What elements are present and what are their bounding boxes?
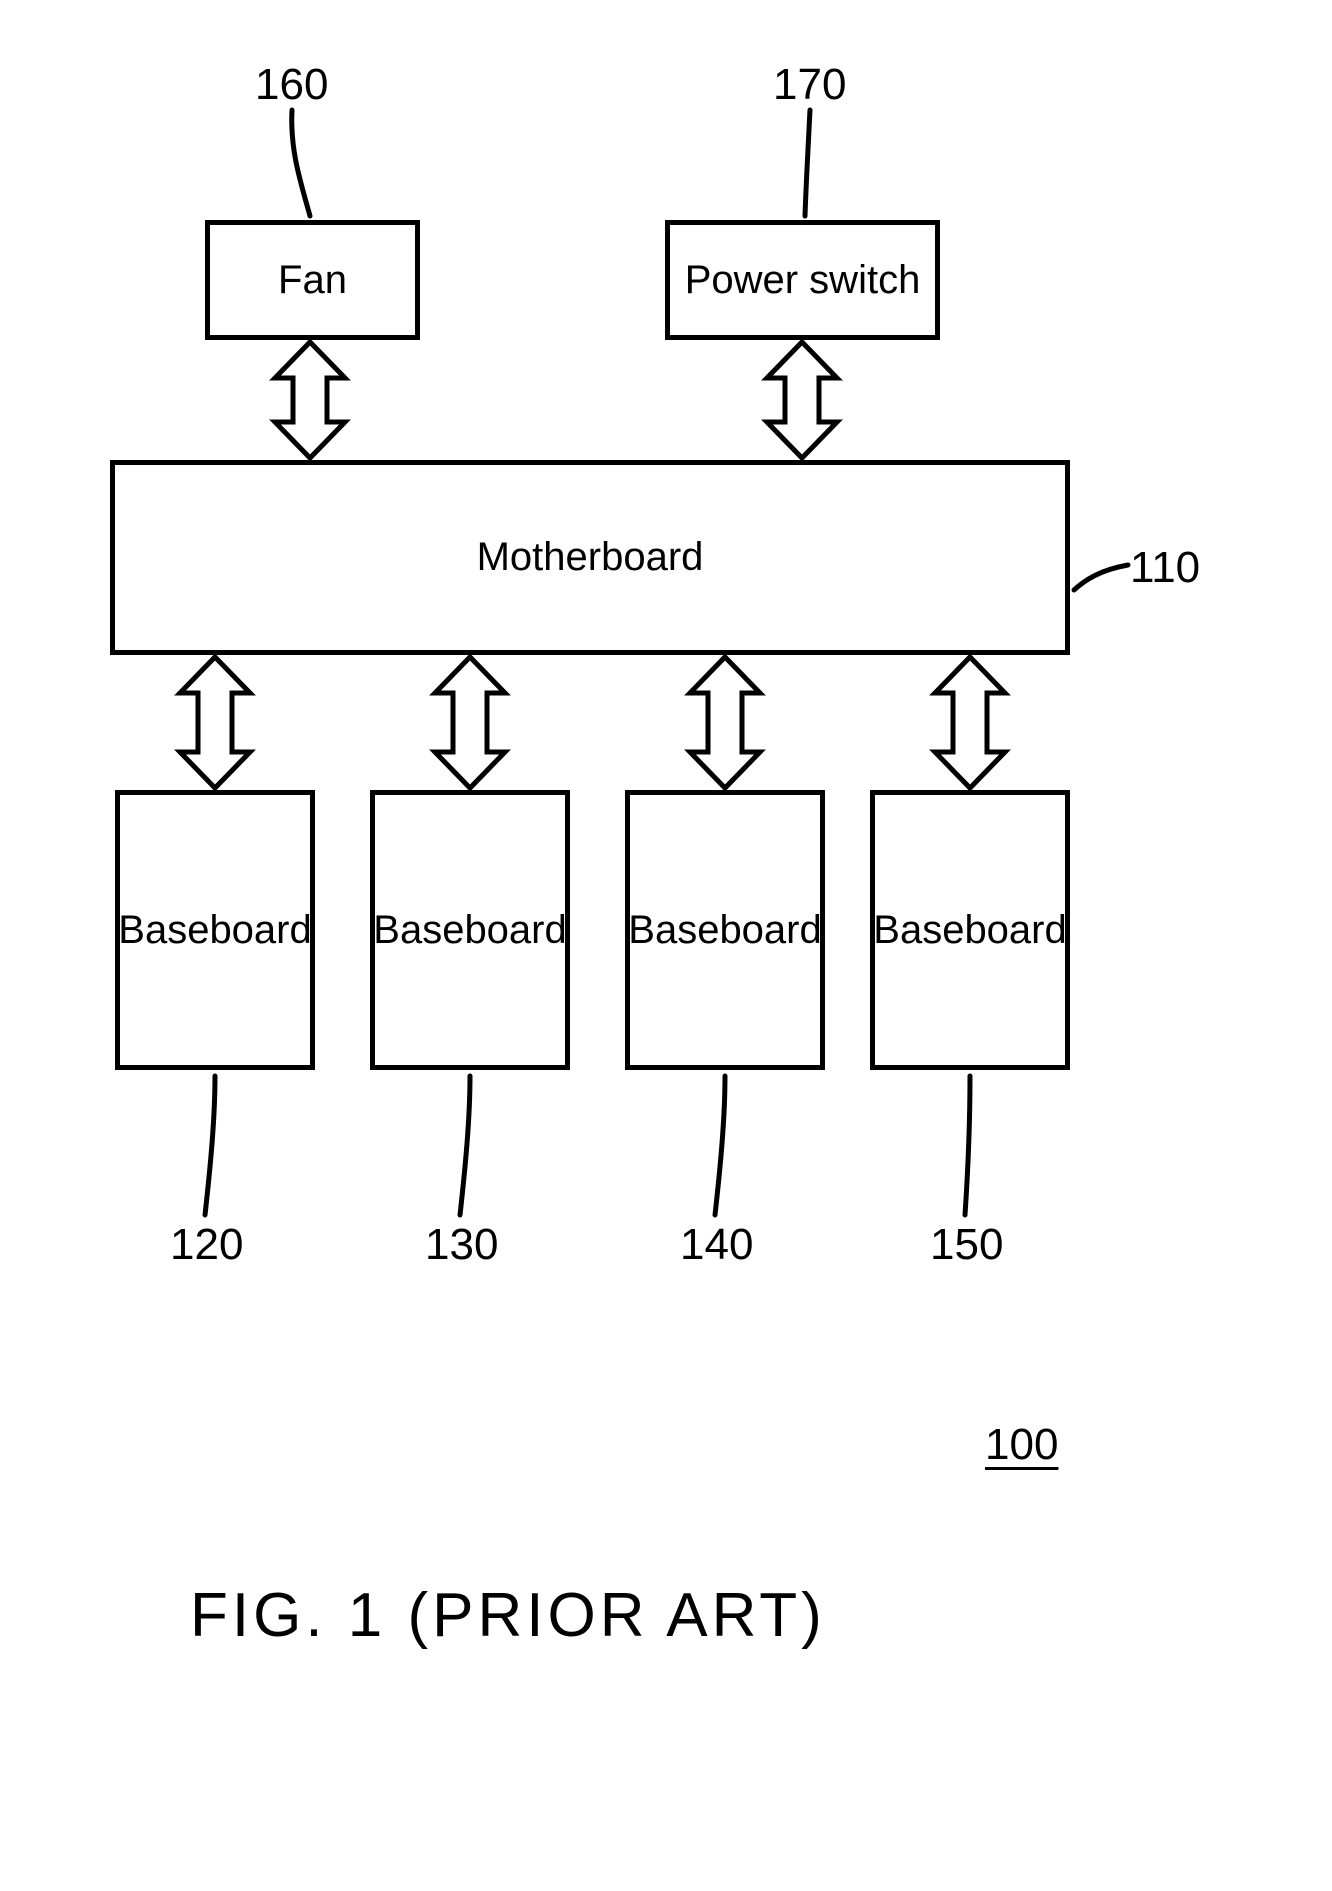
ref-label-130: 130	[425, 1220, 498, 1270]
node-power-label: Power switch	[685, 258, 921, 303]
node-baseboard-3: Baseboard	[625, 790, 825, 1070]
node-power-switch: Power switch	[665, 220, 940, 340]
node-mother-label: Motherboard	[477, 535, 704, 580]
node-fan: Fan	[205, 220, 420, 340]
node-baseboard-1: Baseboard	[115, 790, 315, 1070]
node-motherboard: Motherboard	[110, 460, 1070, 655]
node-bb4-label: Baseboard	[873, 908, 1066, 953]
ref-label-160: 160	[255, 60, 328, 110]
node-baseboard-4: Baseboard	[870, 790, 1070, 1070]
node-fan-label: Fan	[278, 258, 347, 303]
figure-stage: Fan Power switch Motherboard Baseboard B…	[0, 0, 1332, 1891]
node-bb2-label: Baseboard	[373, 908, 566, 953]
ref-label-110: 110	[1130, 543, 1200, 593]
ref-label-170: 170	[773, 60, 846, 110]
node-bb3-label: Baseboard	[628, 908, 821, 953]
ref-label-100: 100	[985, 1420, 1058, 1470]
ref-label-120: 120	[170, 1220, 243, 1270]
ref-label-140: 140	[680, 1220, 753, 1270]
node-bb1-label: Baseboard	[118, 908, 311, 953]
ref-label-150: 150	[930, 1220, 1003, 1270]
figure-caption: FIG. 1 (PRIOR ART)	[190, 1580, 826, 1651]
node-baseboard-2: Baseboard	[370, 790, 570, 1070]
